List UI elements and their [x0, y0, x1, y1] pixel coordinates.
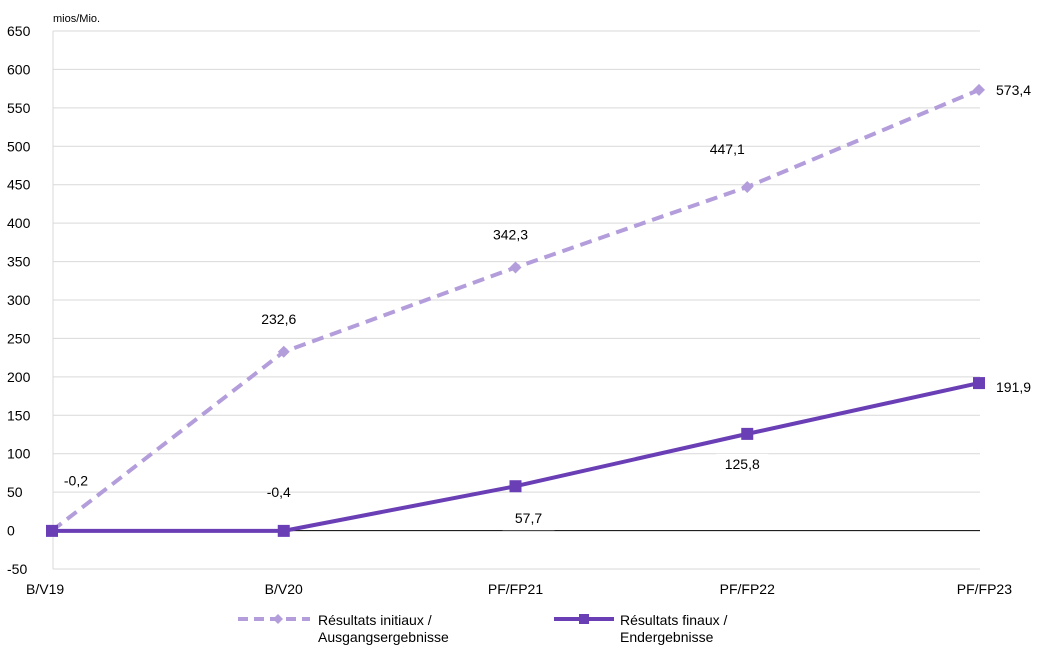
data-label: 573,4	[996, 82, 1031, 98]
y-tick-label: 350	[7, 254, 31, 270]
series	[46, 83, 985, 537]
data-label: -0,2	[64, 473, 88, 489]
legend-label-initial: Résultats initiaux / Ausgangsergebnisse	[318, 612, 449, 645]
grid	[53, 30, 980, 570]
data-label: 57,7	[515, 510, 542, 526]
data-point-diamond	[741, 180, 754, 193]
data-label-bg	[716, 453, 769, 476]
y-tick-label: 400	[7, 215, 31, 231]
y-tick-label: 450	[7, 177, 31, 193]
x-tick-label: PF/FP21	[488, 581, 543, 597]
y-tick-label: 600	[7, 61, 31, 77]
legend: Résultats initiaux / Ausgangsergebnisse …	[0, 612, 1040, 650]
x-tick-label: B/V19	[26, 581, 64, 597]
line-chart: mios/Mio. -50 0 50 100 150 200 250 300 350 400 450…	[7, 13, 1031, 597]
legend-item-final: Résultats finaux / Endergebnisse	[552, 612, 727, 646]
x-tick-label: PF/FP22	[720, 581, 775, 597]
y-tick-label: -50	[7, 561, 27, 577]
y-tick-label: 150	[7, 407, 31, 423]
y-tick-label: 0	[7, 523, 15, 539]
legend-swatch-final	[554, 614, 614, 624]
data-point-diamond	[509, 261, 522, 274]
y-tick-label: 550	[7, 100, 31, 116]
data-point-diamond	[973, 83, 985, 96]
data-point-square	[277, 524, 290, 537]
y-tick-label: 200	[7, 369, 31, 385]
data-point-square	[973, 377, 985, 390]
data-label-bg	[502, 508, 555, 531]
x-tick-label: B/V20	[265, 581, 303, 597]
series-line-0	[50, 88, 980, 533]
unit-label: mios/Mio.	[53, 13, 100, 25]
data-point-square	[46, 524, 58, 537]
y-tick-label: 250	[7, 330, 31, 346]
data-label: 125,8	[725, 456, 760, 472]
data-label: -0,4	[267, 484, 291, 500]
data-label: 191,9	[996, 379, 1031, 395]
x-tick-label: PF/FP23	[957, 581, 1012, 597]
y-tick-label: 500	[7, 138, 31, 154]
data-labels: -0,2 232,6 342,3 447,1 573,4 -0,4 57,7 125,8 191…	[64, 82, 1031, 531]
y-tick-label: 650	[7, 23, 31, 39]
data-label: 342,3	[493, 226, 528, 242]
data-point-square	[509, 480, 522, 493]
legend-swatch-initial	[238, 614, 310, 624]
legend-label-final: Résultats finaux / Endergebnisse	[620, 612, 728, 645]
y-tick-label: 50	[7, 484, 23, 500]
legend-item-initial: Résultats initiaux / Ausgangsergebnisse	[236, 612, 449, 646]
y-tick-label: 300	[7, 292, 31, 308]
data-point-square	[741, 427, 754, 440]
data-label: 447,1	[710, 141, 745, 157]
data-label: 232,6	[261, 311, 296, 327]
data-point-diamond	[277, 345, 290, 358]
y-tick-label: 100	[7, 446, 31, 462]
